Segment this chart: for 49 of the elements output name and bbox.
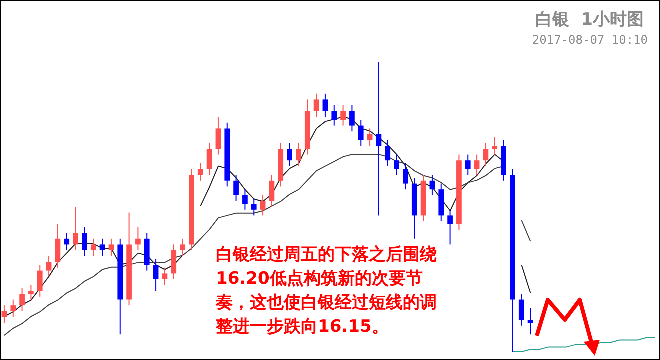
candlestick <box>28 284 34 300</box>
candlestick <box>296 142 302 167</box>
candlestick <box>216 116 222 156</box>
candlestick <box>260 194 266 216</box>
candlestick <box>234 174 239 202</box>
candlestick <box>180 238 186 257</box>
candlestick <box>242 189 248 210</box>
candlestick <box>198 163 204 182</box>
candlestick <box>206 142 212 176</box>
annotation: 白银经过周五的下落之后围绕16.20低点构筑新的次要节奏，这也使白银经过短线的调整进一步跌向16.15。 <box>216 244 438 339</box>
candlestick <box>10 299 16 318</box>
candlestick <box>492 136 498 156</box>
candlestick <box>350 105 355 132</box>
text: 白银 1小时图 <box>535 9 644 31</box>
candlestick <box>358 120 364 147</box>
candlestick <box>287 142 292 167</box>
candlestick <box>403 163 408 190</box>
candlestick <box>385 140 391 167</box>
candlestick <box>474 154 480 176</box>
candlestick <box>73 206 78 251</box>
candlestick <box>64 232 70 251</box>
text: 2017-08-07 10:10 <box>532 33 648 47</box>
candlestick <box>108 238 114 257</box>
candlestick <box>314 93 320 118</box>
candlestick <box>376 62 382 216</box>
candlestick <box>483 142 489 167</box>
candlestick <box>171 244 177 280</box>
candlestick <box>448 209 453 246</box>
candlestick <box>251 198 257 216</box>
candlestick <box>82 226 88 257</box>
candlestick <box>90 238 96 257</box>
candlestick <box>367 128 373 147</box>
candlestick <box>528 308 534 336</box>
candlestick <box>100 238 106 257</box>
candlestick <box>322 93 328 118</box>
candlestick <box>430 174 436 196</box>
candlestick <box>55 224 61 268</box>
candlestick <box>162 267 168 286</box>
candlestick <box>340 105 346 126</box>
candlestick <box>46 256 52 278</box>
candlestick <box>465 154 471 176</box>
candlestick <box>136 226 141 251</box>
candlestick <box>518 294 524 326</box>
candlestick <box>20 288 25 312</box>
candlestick <box>332 105 338 126</box>
candlestick <box>37 264 43 298</box>
candlestick <box>394 154 400 176</box>
candlestick <box>269 174 275 208</box>
candlestick <box>153 258 159 292</box>
